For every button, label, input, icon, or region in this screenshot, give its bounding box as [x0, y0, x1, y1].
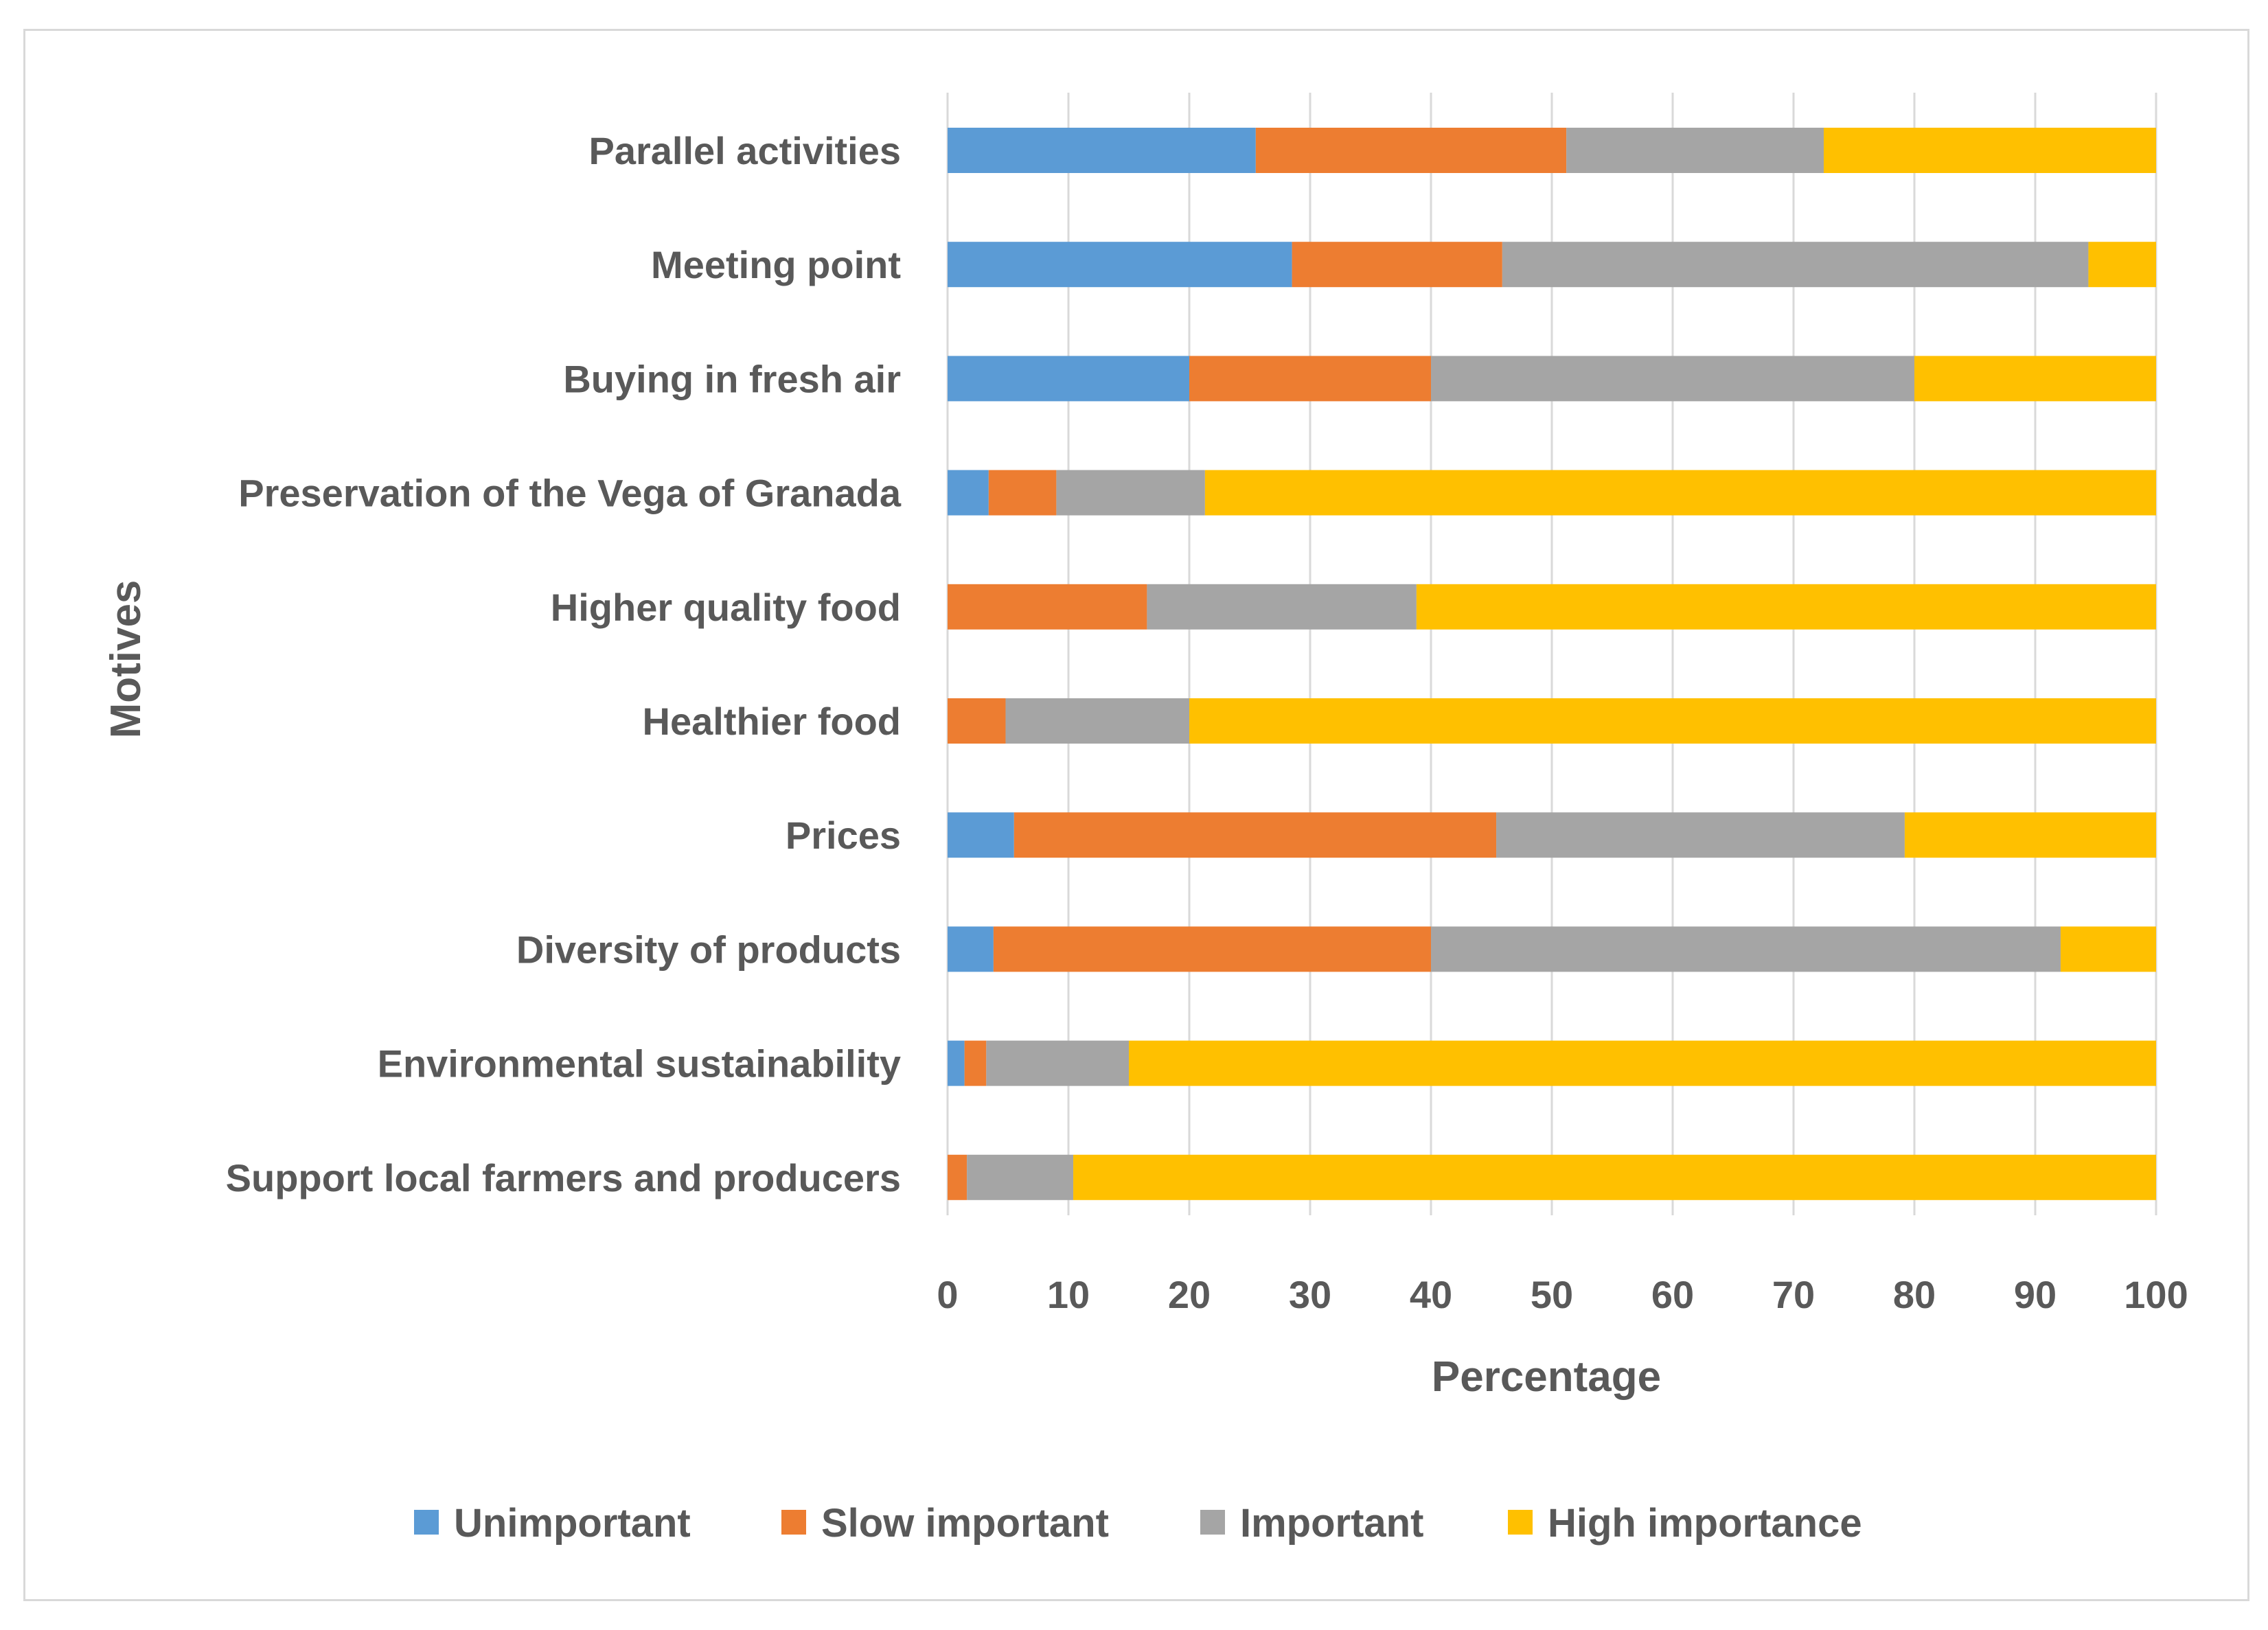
bar-segment: [1005, 698, 1189, 744]
x-tick-label: 10: [1047, 1273, 1090, 1316]
x-tick-label: 100: [2124, 1273, 2188, 1316]
bar-segment: [948, 698, 1006, 744]
category-label: Environmental sustainability: [378, 1042, 901, 1086]
category-label: Higher quality food: [551, 586, 901, 629]
bar-segment: [948, 470, 989, 516]
bar-segment: [948, 1154, 967, 1200]
bar-segment: [948, 242, 1292, 288]
x-tick-label: 30: [1289, 1273, 1331, 1316]
category-label: Diversity of products: [516, 928, 901, 971]
category-label: Parallel activities: [588, 129, 901, 172]
bar-segment: [1255, 128, 1567, 173]
x-tick-label: 50: [1531, 1273, 1573, 1316]
category-label: Prices: [786, 814, 901, 857]
category-label: Buying in fresh air: [563, 357, 901, 400]
bar-segment: [1431, 356, 1914, 402]
category-labels: Parallel activities Meeting point Buying i…: [226, 129, 902, 1199]
bar-segment: [1904, 812, 2156, 858]
legend: Unimportant Slow important Important High i…: [414, 1501, 1862, 1546]
x-axis-title: Percentage: [1432, 1353, 1661, 1401]
category-label: Support local farmers and producers: [226, 1156, 901, 1199]
legend-label: Unimportant: [454, 1501, 691, 1546]
bar-segment: [986, 1040, 1129, 1086]
x-tick-labels: 0 10 20 30 40 50 60 70 80 90 100: [937, 1273, 2188, 1316]
bar-segment: [1073, 1154, 2156, 1200]
category-label: Healthier food: [643, 700, 901, 743]
legend-swatch: [1508, 1510, 1533, 1535]
category-label: Meeting point: [651, 243, 901, 286]
bar-segment: [948, 1040, 965, 1086]
legend-swatch: [781, 1510, 806, 1535]
x-tick-label: 90: [2014, 1273, 2057, 1316]
y-axis-title: Motives: [102, 580, 150, 739]
legend-label: High importance: [1548, 1501, 1862, 1546]
bar-segment: [1502, 242, 2089, 288]
bar-segment: [948, 584, 1147, 630]
bar-segment: [1056, 470, 1205, 516]
bar-segment: [948, 128, 1256, 173]
bar-segment: [948, 926, 994, 972]
bar-segment: [1204, 470, 2156, 516]
bar-segment: [967, 1154, 1074, 1200]
category-label: Preservation of the Vega of Granada: [238, 472, 902, 515]
bar-segment: [993, 926, 1431, 972]
bars: [948, 128, 2156, 1200]
bar-segment: [1292, 242, 1502, 288]
legend-swatch: [414, 1510, 439, 1535]
bar-segment: [948, 812, 1014, 858]
legend-label: Slow important: [821, 1501, 1109, 1546]
bar-segment: [1566, 128, 1824, 173]
bar-segment: [1129, 1040, 2156, 1086]
x-tick-label: 70: [1772, 1273, 1815, 1316]
x-tick-label: 80: [1893, 1273, 1936, 1316]
bar-segment: [2060, 926, 2156, 972]
legend-swatch: [1200, 1510, 1225, 1535]
bar-segment: [1147, 584, 1417, 630]
bar-segment: [2088, 242, 2156, 288]
bar-segment: [1824, 128, 2156, 173]
bar-segment: [1416, 584, 2156, 630]
bar-segment: [988, 470, 1057, 516]
bar-segment: [948, 356, 1189, 402]
bar-segment: [1914, 356, 2156, 402]
x-tick-label: 0: [937, 1273, 958, 1316]
bar-segment: [1189, 698, 2156, 744]
bar-segment: [1189, 356, 1431, 402]
x-tick-label: 40: [1410, 1273, 1452, 1316]
x-tick-label: 60: [1651, 1273, 1694, 1316]
bar-segment: [964, 1040, 987, 1086]
legend-label: Important: [1240, 1501, 1423, 1546]
bar-segment: [1496, 812, 1905, 858]
x-tick-label: 20: [1168, 1273, 1211, 1316]
bar-segment: [1431, 926, 2061, 972]
bar-segment: [1013, 812, 1497, 858]
